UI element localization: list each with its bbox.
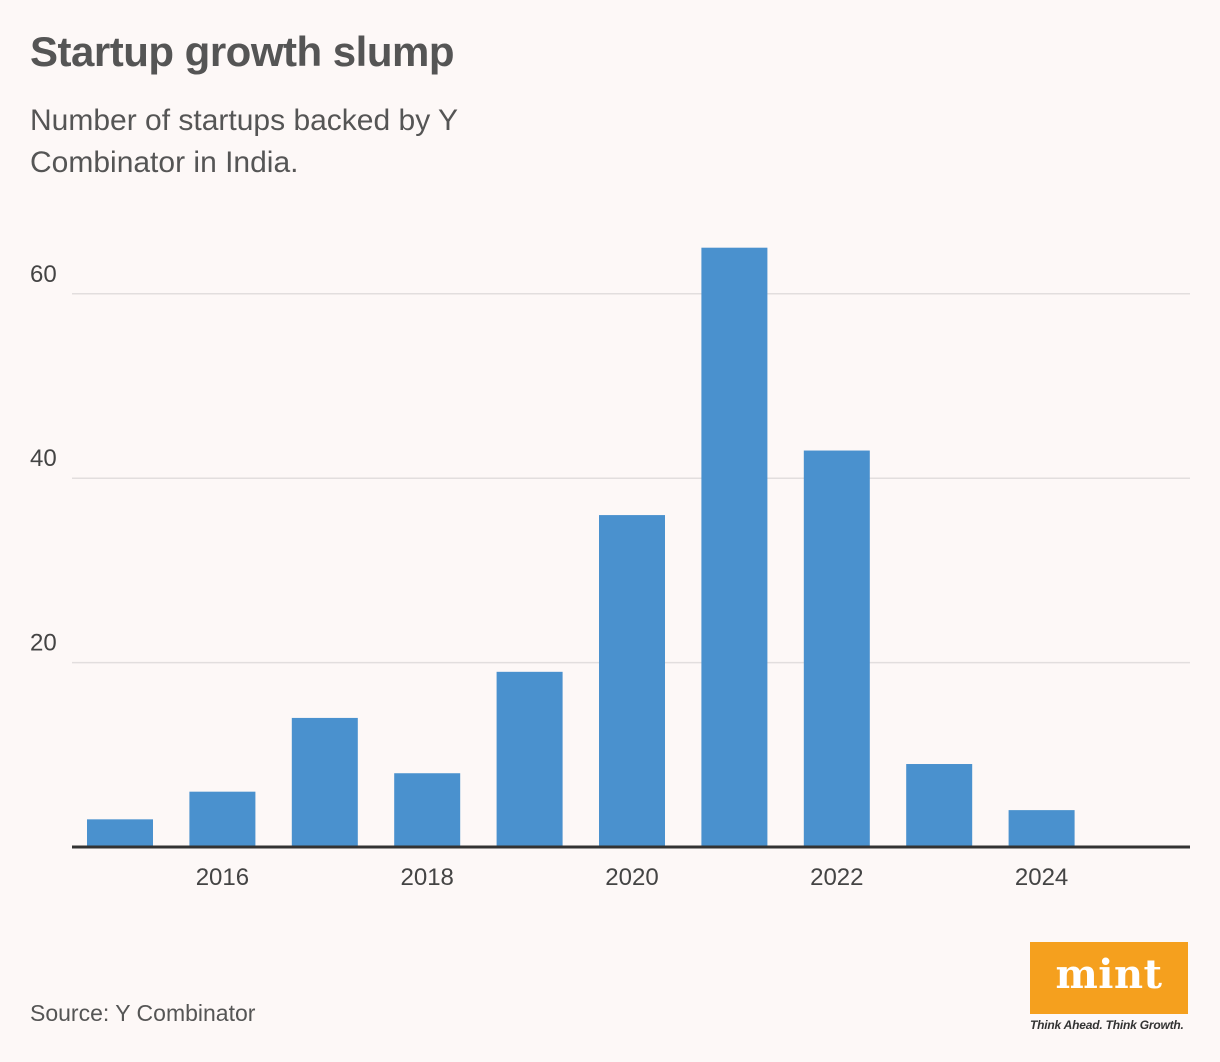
bar-2023 [906,764,973,847]
x-tick-label: 2022 [810,864,863,891]
chart-subtitle: Number of startups backed by Y Combinato… [30,104,458,179]
x-tick-label: 2024 [1015,864,1068,891]
x-tick-label: 2020 [605,864,658,891]
y-tick-label: 40 [30,445,57,472]
bar-2019 [496,671,563,847]
bar-2024 [1008,810,1075,847]
bar-2017 [291,717,358,847]
source-note: Source: Y Combinator [30,1000,256,1026]
y-tick-label: 20 [30,630,57,657]
mint-logo: mint Think Ahead. Think Growth. [1030,942,1190,1032]
bar-2022 [803,450,870,847]
x-tick-label: 2016 [196,864,249,891]
logo-wordmark: mint [1030,942,1188,1014]
logo-tagline: Think Ahead. Think Growth. [1030,1018,1184,1032]
bars [87,247,1075,847]
x-tick-label: 2018 [401,864,454,891]
bar-2020 [599,515,665,847]
bar-2016 [189,791,256,847]
bar-2021 [701,247,768,847]
chart-title: Startup growth slump [30,28,455,75]
bar-2015 [87,819,153,847]
bar-2018 [394,773,461,847]
axes: 20 40 60 2016 2018 2020 2022 2024 [30,261,1190,891]
y-tick-label: 60 [30,261,57,288]
bar-chart: 20 40 60 2016 2018 2020 2022 2024 [30,247,1190,891]
